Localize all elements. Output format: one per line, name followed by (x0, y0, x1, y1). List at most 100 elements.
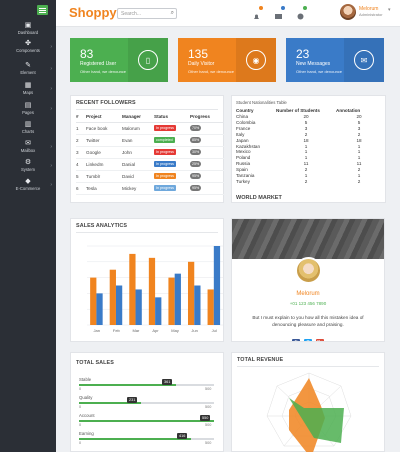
stat-subtext: Other hand, we denounce (80, 69, 127, 74)
facebook-icon[interactable]: F (292, 339, 300, 341)
bar-mar-series-2[interactable] (135, 289, 142, 325)
table-row[interactable]: 1 Face book Malorum In progress 70% (76, 122, 224, 135)
x-tick-label: May (171, 328, 179, 333)
column-header: Number of Students (276, 108, 320, 113)
user-avatar[interactable] (340, 4, 356, 20)
sidebar-item-dashboard[interactable]: ▣ Dashboard (0, 22, 56, 36)
bar-feb-series-1[interactable] (109, 269, 116, 325)
students-cell: 3 (304, 125, 308, 131)
sidebar-item-pages[interactable]: ▤ Pages › (0, 102, 56, 116)
bar-jan-series-2[interactable] (96, 293, 103, 325)
student-nationalities-panel: Student Nationalities Table Country Numb… (231, 95, 386, 203)
menu-toggle-button[interactable] (37, 5, 48, 15)
cart-icon: ◆ (25, 178, 31, 185)
notification-bell-icon[interactable] (252, 6, 263, 19)
students-cell: 20 (303, 114, 309, 119)
table-row: Poland 1 1 (236, 155, 382, 161)
google-plus-icon[interactable]: G+ (316, 339, 324, 341)
sidebar-item-system[interactable]: ⚙ System › (0, 159, 56, 173)
sales-metric-bar (79, 420, 214, 422)
table-row[interactable]: 4 LinkedIn Danial In progress 25% (76, 158, 224, 171)
status-badge: In progress (154, 185, 176, 191)
bar-may-series-1[interactable] (168, 277, 175, 325)
status-badge: In progress (154, 149, 176, 155)
search-input[interactable]: Search... ⌕ (117, 8, 177, 19)
students-cell: 2 (304, 178, 308, 184)
sidebar-item-mailbox[interactable]: ✉ Mailbox › (0, 140, 56, 154)
sales-metric-label: Account (79, 413, 95, 418)
envelope-icon: ✉ (25, 140, 31, 147)
country-cell: Spain (236, 167, 248, 173)
sidebar-item-ecommerce[interactable]: ◆ E-Commerce › (0, 178, 56, 192)
table-row: Russia 11 11 (236, 161, 382, 167)
country-cell: Kazakhstan (236, 143, 261, 149)
sales-metric-max: 500 (205, 441, 212, 445)
students-cell: 11 (303, 161, 309, 167)
sales-metric-fill (79, 402, 141, 404)
sales-metric-fill (79, 384, 176, 386)
table-row[interactable]: 6 Tesla Mickey In progress 95% (76, 182, 224, 195)
table-row[interactable]: 2 Twitter Evan completed 85% (76, 134, 224, 147)
sales-metric-value: 550 (200, 415, 211, 421)
sales-metric-bar (79, 402, 214, 404)
tasks-icon[interactable] (296, 6, 307, 20)
column-header: Progress (190, 112, 224, 123)
user-name[interactable]: Melorum (359, 6, 379, 12)
column-header: Status (154, 112, 190, 123)
annotation-cell: 11 (356, 161, 362, 167)
progress-badge: 95% (190, 185, 202, 191)
annotation-cell: 1 (357, 155, 361, 161)
stat-subtext: Other hand, we denounce (296, 69, 343, 74)
bar-jan-series-1[interactable] (90, 277, 97, 325)
search-icon[interactable]: ⌕ (170, 10, 174, 16)
bar-mar-series-1[interactable] (129, 253, 136, 325)
sidebar-item-components[interactable]: ✤ Components › (0, 40, 56, 54)
stat-label: Daily Visitor (188, 61, 215, 67)
world-market-title: WORLD MARKET (236, 195, 282, 201)
country-cell: Tanzania (236, 173, 255, 179)
bar-jun-series-1[interactable] (187, 261, 195, 325)
table-row[interactable]: 5 Tumblr David In progress 95% (76, 170, 224, 183)
table-row[interactable]: 3 Google John In progress 30% (76, 146, 224, 159)
annotation-cell: 3 (357, 125, 361, 131)
students-cell: 5 (304, 119, 308, 125)
sales-analytics-chart: Jan Feb Mar Apr May Jun Jul (87, 245, 224, 333)
stat-subtext: Other hand, we denounce (188, 69, 235, 74)
sidebar-item-element[interactable]: ✎ Element › (0, 62, 56, 76)
sales-metric-label: Earning (79, 431, 94, 436)
country-cell: Colombia (236, 119, 256, 125)
annotation-cell: 18 (356, 137, 362, 143)
country-cell: France (236, 125, 251, 131)
sales-metric-max: 500 (205, 405, 212, 409)
chevron-right-icon: › (50, 163, 52, 169)
bar-apr-series-1[interactable] (148, 257, 156, 325)
revenue-radar-chart (266, 372, 352, 452)
twitter-icon[interactable]: T (304, 339, 312, 341)
country-cell: Russia (236, 161, 251, 167)
sidebar-item-maps[interactable]: ▦ Maps › (0, 82, 56, 96)
messages-icon[interactable] (274, 6, 285, 19)
chevron-right-icon: › (50, 144, 52, 150)
country-cell: Poland (236, 155, 251, 161)
chevron-down-icon[interactable]: ▾ (388, 7, 391, 13)
sales-metric-min: 0 (79, 423, 82, 427)
stat-card-new-messages: 23 New Messages Other hand, we denounce … (286, 38, 384, 82)
sidebar: ▣ Dashboard ✤ Components › ✎ Element › ▦… (0, 0, 56, 452)
x-tick-label: Jul (212, 328, 217, 333)
bar-jul-series-2[interactable] (213, 246, 221, 325)
bar-may-series-2[interactable] (174, 273, 181, 325)
panel-title: SALES ANALYTICS (76, 223, 128, 229)
bar-chart-icon: ▥ (24, 121, 32, 128)
bar-jul-series-1[interactable] (207, 289, 214, 325)
profile-avatar (295, 257, 322, 284)
students-cell: 1 (304, 173, 308, 179)
bar-apr-series-2[interactable] (155, 297, 162, 325)
search-placeholder: Search... (121, 11, 142, 17)
bar-jun-series-2[interactable] (194, 285, 201, 326)
panel-title: TOTAL SALES (76, 360, 114, 366)
sidebar-item-charts[interactable]: ▥ Charts (0, 121, 56, 135)
bar-feb-series-2[interactable] (115, 285, 123, 326)
table-row: Turkey 2 2 (236, 179, 382, 185)
x-tick-label: Feb (113, 328, 121, 333)
app-logo[interactable]: Shoppy (69, 5, 117, 20)
